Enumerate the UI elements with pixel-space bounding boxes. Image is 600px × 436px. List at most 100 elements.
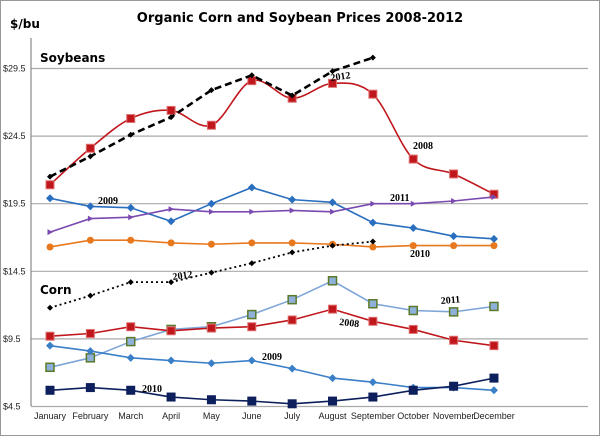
series-soybeans-2008 [45,76,499,199]
x-tick-label: April [162,411,180,421]
data-point [288,364,297,373]
data-point [489,373,499,383]
data-point [248,260,255,267]
series-line [49,377,495,405]
data-point [127,131,134,138]
x-tick-label: June [242,411,262,421]
data-point [85,143,95,153]
data-point [489,234,498,243]
data-point [207,359,216,368]
series-line [49,186,495,240]
data-point [47,304,53,311]
data-point [450,242,458,250]
data-point [408,305,418,316]
data-point [368,392,378,402]
data-point [167,356,176,365]
data-point [330,208,336,215]
series-soybeans-2009 [46,183,498,243]
data-point [85,383,95,393]
data-point [449,169,459,179]
x-tick-label: July [284,411,301,421]
series-soybeans-2011 [47,193,497,236]
data-point [45,385,55,395]
data-point [289,249,296,256]
data-point [45,362,55,373]
data-point [126,114,136,124]
data-point [328,78,338,88]
y-tick-label: $29.5 [3,64,26,74]
data-point [86,202,95,211]
data-point [328,396,338,406]
data-point [289,207,296,214]
data-point [370,200,376,207]
data-point [207,199,216,208]
series-label-corn-2009: 2009 [262,352,282,363]
data-point [329,242,336,249]
data-point [247,396,257,406]
y-axis-label: $/bu [10,17,40,31]
series-label-soy-2008: 2008 [413,141,433,152]
data-point [168,114,175,121]
data-point [208,208,215,215]
data-point [287,315,297,325]
data-point [369,243,377,251]
data-point [410,200,417,207]
series-label-corn-2008: 2008 [339,317,360,330]
data-point [86,236,94,244]
data-point [249,208,255,215]
series-label-corn-2011: 2011 [440,294,460,307]
data-point [369,238,376,245]
data-point [127,279,134,286]
data-point [125,336,136,347]
data-point [46,194,54,203]
series-label-corn-2012: 2012 [172,269,193,283]
data-point [128,214,134,221]
data-point [46,243,54,251]
series-label-soy-2009: 2009 [98,196,118,207]
series-label-soy-2011: 2011 [390,193,409,204]
data-point [247,183,256,192]
data-point [408,385,418,395]
data-point [45,331,55,341]
data-point [86,347,95,356]
data-point [208,87,215,94]
data-point [127,236,135,244]
data-point [247,309,257,320]
data-point [409,224,418,233]
data-point [489,301,499,312]
x-tick-label: November [433,411,475,421]
data-point [248,239,256,247]
data-point [85,328,95,338]
y-tick-label: $24.5 [3,131,26,141]
data-point [46,341,54,350]
data-point [126,203,135,212]
series-corn-2008 [45,304,499,351]
data-point [87,215,94,222]
x-tick-label: February [72,411,109,421]
y-tick-label: $14.5 [3,266,26,276]
data-point [248,72,255,79]
data-point [247,322,257,332]
data-point [451,197,457,204]
series-corn-2012 [47,238,376,311]
series-soybeans-2012 [47,54,376,180]
data-point [167,217,176,226]
data-point [207,240,215,248]
chart-title: Organic Corn and Soybean Prices 2008-201… [137,11,463,26]
data-point [449,335,459,345]
data-point [47,173,53,180]
data-point [490,242,498,250]
data-point [166,326,176,336]
data-point [167,239,175,247]
data-point [206,323,216,333]
data-point [168,206,175,213]
x-tick-label: September [351,411,395,421]
data-point [87,153,94,160]
data-point [87,292,94,299]
series-line [49,196,495,233]
data-point [368,89,378,99]
data-point [168,279,175,286]
series-label-soy-2012: 2012 [330,70,351,84]
data-point [288,239,296,247]
y-tick-label: $9.5 [3,334,21,344]
